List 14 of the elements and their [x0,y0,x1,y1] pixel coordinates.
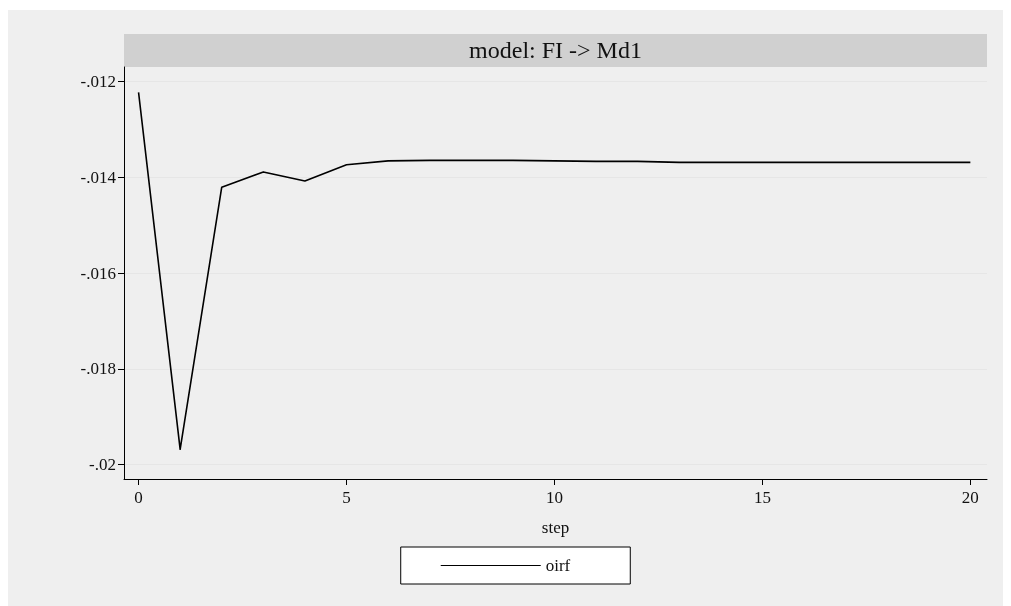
x-axis-title: step [541,518,570,537]
x-tick-label: 15 [753,488,771,507]
y-tick-label: -.014 [80,167,117,187]
x-tick-label: 10 [545,488,563,507]
chart-title: model: FI -> Md1 [124,34,987,67]
y-tick-label: -.016 [80,263,116,283]
y-tick-label: -.02 [89,455,116,475]
x-tick-label: 0 [134,488,143,507]
line-series [137,91,972,451]
y-tick-label: -.018 [80,359,116,379]
x-tick-label: 5 [342,488,351,507]
y-tick-label: -.012 [80,71,116,91]
text: oirf [545,556,571,575]
x-tick-label: 20 [961,488,979,507]
